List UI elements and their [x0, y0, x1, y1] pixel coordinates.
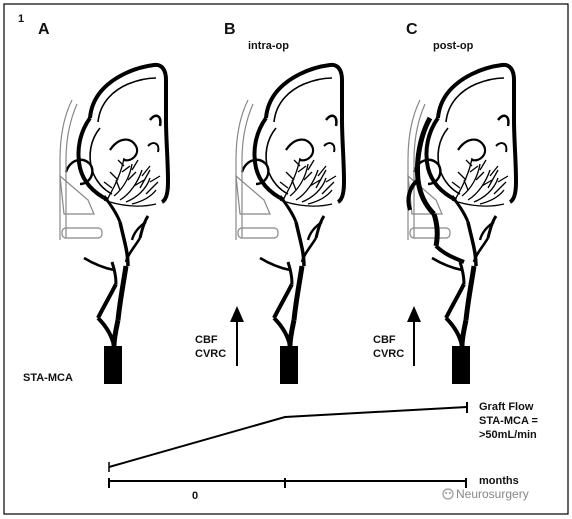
graft-flow-line2: STA-MCA =: [479, 415, 538, 427]
figure-frame: [3, 3, 569, 515]
figure-number: 1: [18, 13, 24, 25]
graft-flow-curve: [108, 402, 468, 472]
sta-mca-label: STA-MCA: [23, 372, 73, 384]
watermark-text: Neurosurgery: [456, 487, 529, 501]
panel-c-subtitle: post-op: [433, 40, 474, 52]
panel-b-letter: B: [224, 21, 236, 38]
panel-c-cbf-arrow: [407, 306, 421, 366]
watermark: Neurosurgery: [442, 487, 529, 501]
panel-c-vessel-illustration: [408, 65, 516, 384]
panel-b-cbf-arrow: [230, 306, 244, 366]
panel-c-cbf-label: CBF: [373, 334, 396, 346]
panel-a-letter: A: [38, 21, 50, 38]
graft-flow-line3: >50mL/min: [479, 429, 537, 441]
months-timeline-axis: [108, 478, 467, 488]
panel-c-graft-vessel: [408, 118, 464, 262]
watermark-icon: [442, 488, 454, 500]
panel-b-cvrc-label: CVRC: [195, 348, 226, 360]
panel-b-cbf-label: CBF: [195, 334, 218, 346]
tick-zero-label: 0: [192, 490, 198, 502]
panel-c-cvrc-label: CVRC: [373, 348, 404, 360]
panel-c-letter: C: [406, 21, 418, 38]
panel-b-subtitle: intra-op: [248, 40, 289, 52]
panel-a-vessel-illustration: [60, 65, 168, 384]
graft-flow-line1: Graft Flow: [479, 401, 534, 413]
panel-b-vessel-illustration: [236, 65, 344, 384]
months-label: months: [479, 475, 519, 487]
